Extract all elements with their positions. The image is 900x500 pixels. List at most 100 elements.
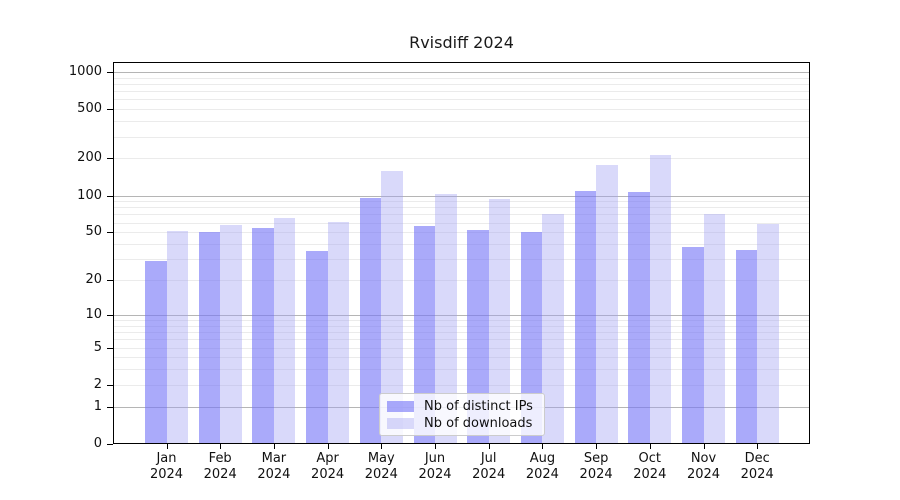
legend-label-distinct-ips: Nb of distinct IPs [424,398,533,414]
x-tick-mark [757,444,759,449]
gridline-minor [114,109,809,111]
y-tick-mark [107,195,113,197]
x-tick-month: Dec [744,451,770,466]
gridline-minor [114,121,809,123]
y-tick-mark [107,347,113,349]
chart-title: Rvisdiff 2024 [409,33,514,52]
gridline-major [114,71,809,73]
x-tick-label: May 2024 [353,451,409,483]
x-tick-year: 2024 [418,467,452,482]
x-tick-month: Feb [208,451,232,466]
gridline-minor [114,207,809,209]
y-tick-label: 2 [93,376,102,392]
x-tick-label: Aug 2024 [514,451,570,483]
gridline-minor [114,259,809,261]
x-tick-mark [220,444,222,449]
bar-downloads [220,225,242,444]
gridline-minor [114,201,809,203]
x-tick-year: 2024 [149,467,184,482]
bar-downloads [488,199,511,444]
x-tick-mark [488,444,490,449]
y-tick-label: 50 [85,224,102,240]
bar-downloads [435,194,457,444]
x-tick-month: Mar [261,451,287,466]
gridline-minor [114,332,809,333]
x-tick-month: Nov [690,451,717,466]
x-tick-label: Jul 2024 [461,451,517,483]
gridline-major [114,314,809,316]
legend-item-downloads: Nb of downloads [380,415,544,432]
x-tick-mark [703,444,705,449]
gridline-minor [114,158,809,160]
x-tick-label: Feb 2024 [192,451,248,483]
bar-downloads [649,155,672,444]
gridline-major [114,195,809,197]
x-tick-month: Aug [529,451,556,466]
bar-downloads [542,214,564,444]
x-tick-mark [273,444,275,449]
y-tick-label: 10 [85,306,102,322]
x-tick-year: 2024 [579,467,613,482]
bar-downloads [757,223,779,444]
y-tick-mark [107,280,113,281]
bar-distinct-ips [145,260,167,444]
bar-distinct-ips [520,232,543,444]
bar-downloads [273,218,296,444]
y-tick-mark [107,444,113,445]
y-tick-label: 100 [77,187,102,203]
gridline-minor [114,214,809,216]
x-tick-year: 2024 [633,467,667,482]
legend-item-distinct-ips: Nb of distinct IPs [380,398,544,415]
y-tick-label: 1 [93,398,102,414]
gridline-minor [114,99,809,101]
x-tick-label: Jun 2024 [407,451,463,483]
y-tick-mark [107,406,113,408]
bar-downloads [166,231,188,444]
bar-distinct-ips [682,246,704,444]
x-tick-mark [596,444,598,449]
x-tick-label: Oct 2024 [622,451,678,483]
gridline-minor [114,384,809,386]
x-tick-mark [542,444,544,449]
bar-distinct-ips [359,197,382,444]
bar-distinct-ips [306,251,328,444]
x-tick-label: Nov 2024 [676,451,732,483]
bar-distinct-ips [735,249,758,444]
legend-swatch-distinct-ips [387,400,414,412]
y-tick-label: 0 [93,436,102,451]
bar-downloads [596,165,618,444]
x-tick-month: Oct [638,451,662,466]
bar-distinct-ips [628,191,650,444]
y-tick-label: 1000 [68,63,102,79]
gridline-minor [114,369,809,371]
gridline-minor [114,244,809,245]
bar-downloads [327,221,350,444]
gridline-minor [114,77,809,79]
bar-downloads [703,214,725,444]
x-tick-year: 2024 [472,467,506,482]
x-tick-year: 2024 [203,467,237,482]
legend-label-downloads: Nb of downloads [424,415,533,431]
gridline-minor [114,357,809,359]
x-tick-mark [649,444,651,449]
x-tick-year: 2024 [364,467,398,482]
x-tick-year: 2024 [525,467,559,482]
x-tick-year: 2024 [311,467,345,482]
y-tick-mark [107,71,113,73]
x-tick-month: Jul [480,451,497,466]
bar-distinct-ips [574,191,597,444]
y-tick-mark [107,109,113,111]
x-tick-label: Jan 2024 [139,451,195,483]
x-tick-label: Sep 2024 [568,451,624,483]
x-tick-label: Dec 2024 [729,451,785,483]
x-tick-month: Sep [583,451,609,466]
x-tick-year: 2024 [257,467,291,482]
x-tick-year: 2024 [686,467,721,482]
y-tick-label: 200 [77,150,102,166]
x-tick-month: Jan [156,451,177,466]
x-tick-month: Apr [316,451,339,466]
x-tick-mark [166,444,168,449]
bar-distinct-ips [413,226,435,444]
x-tick-mark [435,444,436,449]
y-tick-mark [107,384,113,386]
